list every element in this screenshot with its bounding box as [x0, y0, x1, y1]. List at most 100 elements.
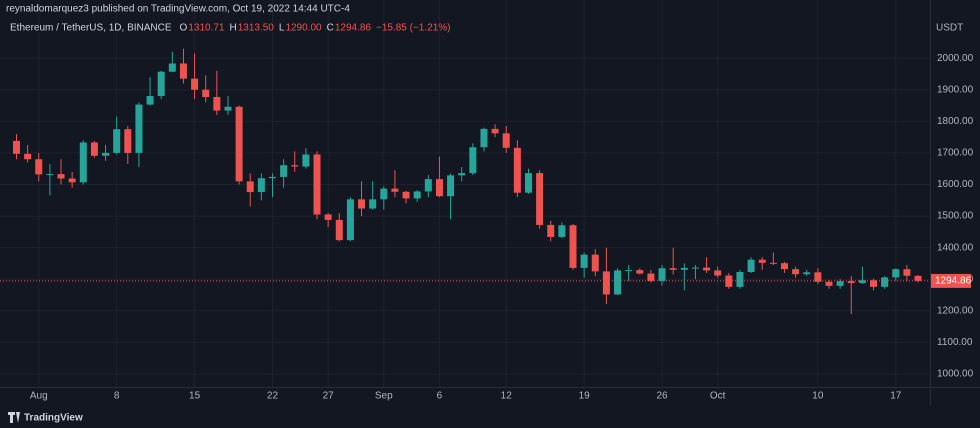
ohlc-key: O: [180, 23, 188, 34]
candle-body: [291, 165, 299, 167]
ohlc-legend: O 1310.71 H 1313.50 L 1290.00 C 1294.86 −15.85 (…: [180, 23, 451, 34]
y-tick-label: 1700.00: [937, 148, 974, 159]
candle-body: [814, 272, 822, 282]
footer-brand: TradingView: [24, 413, 83, 424]
candle-body: [335, 219, 343, 241]
ohlc-value: 1310.71: [188, 23, 225, 34]
candle-body: [680, 267, 688, 270]
candle-body: [313, 154, 321, 215]
candle-body: [647, 273, 655, 281]
ohlc-key: H: [229, 23, 236, 34]
candle-body: [268, 176, 276, 179]
candle-body: [625, 270, 633, 272]
y-tick-label: 2000.00: [937, 53, 974, 64]
candle-body: [424, 179, 432, 192]
candle-body: [636, 270, 644, 274]
candle-body: [413, 191, 421, 199]
candle-body: [213, 96, 221, 111]
candle-body: [513, 147, 521, 193]
symbol: Ethereum / TetherUS, 1D, BINANCE: [10, 23, 172, 34]
candle-body: [758, 259, 766, 263]
candle-body: [858, 280, 866, 284]
x-tick-label: Oct: [710, 391, 726, 402]
candle-body: [792, 269, 800, 275]
candle-body: [580, 254, 588, 268]
candle-body: [168, 63, 176, 72]
candle-body: [146, 96, 154, 105]
candle-body: [569, 225, 577, 268]
publisher: reynaldomarquez3 published on TradingVie…: [6, 4, 350, 15]
y-tick-label: 1200.00: [937, 306, 974, 317]
candle-body: [903, 269, 911, 276]
y-tick-label: 1000.00: [937, 369, 974, 380]
x-tick-label: 19: [579, 391, 591, 402]
y-tick-label: 1100.00: [937, 337, 973, 348]
candle-body: [703, 267, 711, 271]
candle-body: [135, 104, 143, 153]
candle-body: [102, 152, 110, 156]
candle-body: [747, 259, 755, 273]
candle-body: [892, 269, 900, 278]
candle-body: [914, 275, 922, 281]
candle-body: [280, 165, 288, 177]
y-tick-label: 1900.00: [937, 84, 974, 95]
x-tick-label: 15: [189, 391, 201, 402]
candle-body: [324, 214, 332, 220]
last-price-label: 1294.86: [935, 276, 972, 287]
candle-body: [469, 147, 477, 174]
candle-body: [669, 268, 677, 270]
candle-body: [458, 173, 466, 176]
candle-body: [836, 281, 844, 286]
candle-body: [881, 277, 889, 287]
candle-body: [780, 263, 788, 270]
candle-body: [346, 199, 354, 241]
ohlc-value: 1290.00: [285, 23, 322, 34]
candle-body: [502, 133, 510, 148]
candle-body: [480, 128, 488, 148]
x-tick-label: 6: [437, 391, 443, 402]
x-tick-label: 22: [267, 391, 279, 402]
x-tick-label: 8: [114, 391, 120, 402]
candle-body: [13, 140, 20, 154]
logo-icon: [8, 412, 20, 423]
candle-body: [113, 129, 121, 153]
last-price-box: [931, 273, 971, 288]
candle-body: [714, 270, 722, 276]
x-tick-label: 26: [656, 391, 668, 402]
candle-body: [179, 63, 187, 79]
ohlc-key: L: [279, 23, 285, 34]
candle-body: [691, 267, 699, 269]
x-tick-label: 17: [890, 391, 902, 402]
candle-body: [870, 280, 878, 287]
candle-body: [68, 178, 76, 183]
candle-body: [391, 188, 399, 192]
candle-body: [246, 181, 254, 193]
candle-body: [57, 174, 65, 179]
candle-body: [202, 89, 210, 97]
candle-body: [24, 153, 32, 160]
candle-body: [358, 199, 366, 209]
candle-body: [825, 281, 833, 286]
candles: [13, 48, 922, 315]
grid: [0, 0, 930, 387]
candle-body: [614, 270, 622, 295]
candle-body: [124, 129, 132, 153]
candle-body: [658, 268, 666, 281]
ohlc-change: −15.85 (−1.21%): [376, 23, 451, 34]
candle-body: [547, 224, 555, 237]
candle-body: [524, 173, 532, 193]
y-tick-label: 1600.00: [937, 179, 974, 190]
ohlc-key: C: [327, 23, 334, 34]
candle-body: [46, 174, 54, 176]
candle-body: [90, 142, 98, 156]
candle-body: [447, 175, 455, 197]
x-tick-label: 10: [812, 391, 824, 402]
candle-body: [536, 173, 544, 225]
candle-body: [402, 191, 410, 199]
y-tick-label: 1500.00: [937, 211, 974, 222]
candle-body: [725, 275, 733, 287]
candle-body: [602, 271, 610, 295]
candle-body: [435, 179, 443, 197]
candle-body: [157, 71, 165, 97]
x-tick-label: Aug: [30, 391, 48, 402]
